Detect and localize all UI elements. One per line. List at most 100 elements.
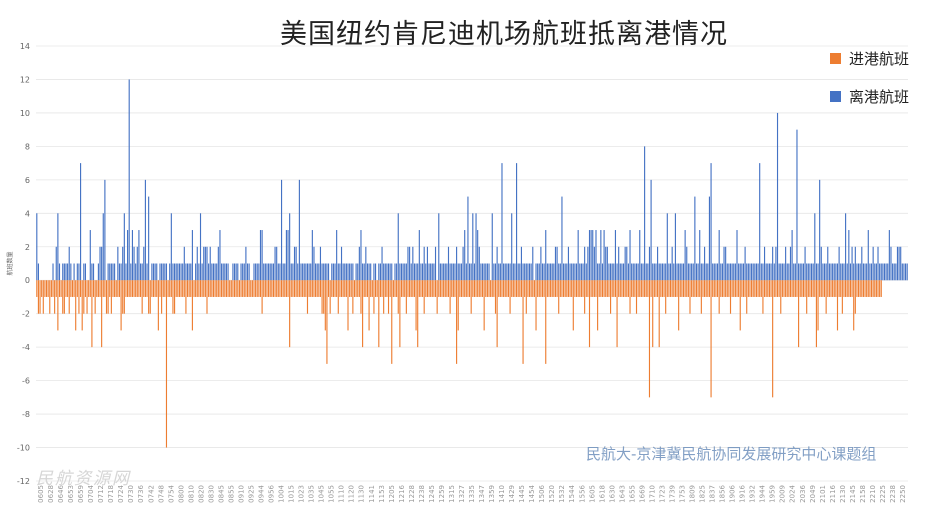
arrival-bar <box>349 280 351 297</box>
departure-bar <box>493 263 495 281</box>
departure-bar <box>285 230 287 281</box>
arrival-bar <box>386 280 388 297</box>
departure-bar <box>246 263 249 281</box>
departure-bar <box>362 263 364 281</box>
departure-bar <box>501 163 503 281</box>
arrival-bar <box>125 280 127 297</box>
departure-bar <box>840 263 842 281</box>
departure-bar <box>504 263 506 281</box>
arrival-bar <box>754 280 756 297</box>
x-tick-label: 1605 <box>588 485 596 503</box>
arrival-bar <box>742 280 745 297</box>
departure-bar <box>303 263 305 281</box>
departure-bar <box>439 263 441 281</box>
arrival-bar <box>122 280 124 314</box>
arrival-bar <box>282 280 284 297</box>
arrival-bar <box>342 280 344 297</box>
arrival-bar <box>478 280 480 297</box>
departure-bar <box>183 246 185 281</box>
arrival-bar <box>389 280 391 297</box>
chart-legend: 进港航班 离港航班 <box>830 48 909 124</box>
x-tick-label: 0910 <box>238 485 246 503</box>
arrival-bar <box>135 280 137 297</box>
departure-bar <box>804 246 806 281</box>
departure-bar <box>405 263 407 281</box>
arrival-bar <box>879 280 881 297</box>
arrival-bar <box>117 280 119 297</box>
arrival-bar <box>657 280 659 297</box>
departure-bar <box>861 246 863 281</box>
x-tick-label: 1216 <box>398 484 406 502</box>
arrival-bar <box>376 280 378 297</box>
arrival-bar <box>68 280 70 314</box>
arrival-bar <box>365 280 367 297</box>
departure-bar <box>279 263 281 281</box>
arrival-bar <box>422 280 424 297</box>
x-tick-label: 0855 <box>227 485 235 503</box>
departure-bar <box>678 263 680 281</box>
arrival-bar <box>410 280 412 297</box>
departure-bar <box>483 263 485 281</box>
arrival-bar <box>347 280 349 331</box>
arrival-bar <box>773 280 775 297</box>
departure-bar <box>191 230 193 281</box>
arrival-bar <box>271 280 273 297</box>
arrival-bar <box>473 280 475 297</box>
departure-bar <box>447 246 450 281</box>
departure-bar <box>801 263 803 281</box>
departure-bar <box>292 263 294 281</box>
arrival-bar <box>311 280 313 297</box>
arrival-bar <box>123 280 125 314</box>
departure-bar <box>143 246 145 281</box>
departure-bar <box>417 263 419 281</box>
y-tick-label: 8 <box>25 142 30 151</box>
arrival-bar <box>456 280 458 364</box>
arrival-bar <box>362 280 364 348</box>
arrival-bar <box>326 280 328 364</box>
arrival-bar <box>285 280 287 297</box>
arrival-bar <box>182 280 184 297</box>
arrival-bar <box>438 280 440 297</box>
arrival-bar <box>219 280 221 297</box>
departure-bar <box>827 246 829 281</box>
departure-bar <box>318 263 320 281</box>
arrival-bar <box>739 280 741 331</box>
departure-bar <box>858 263 860 281</box>
arrival-bar <box>152 280 155 297</box>
arrival-bar <box>684 280 686 297</box>
arrival-bar <box>533 280 535 297</box>
departure-bar <box>195 263 197 281</box>
arrival-bar <box>694 280 696 297</box>
departure-bar <box>355 263 357 281</box>
arrival-bar <box>689 280 691 314</box>
departure-bar <box>486 263 488 281</box>
arrival-bar <box>418 280 420 297</box>
arrival-bar <box>608 280 610 297</box>
arrival-bar <box>186 280 189 297</box>
x-tick-label: 1916 <box>739 484 747 502</box>
arrival-bar <box>827 280 829 297</box>
arrival-bar <box>588 280 591 348</box>
departure-bar <box>130 263 132 281</box>
departure-bar <box>465 263 467 281</box>
arrival-bar <box>237 280 239 297</box>
departure-bar <box>110 263 112 281</box>
departure-bar <box>828 263 830 281</box>
departure-bar <box>814 213 816 281</box>
departure-bar <box>240 263 242 281</box>
departure-bar <box>559 263 561 281</box>
departure-bar <box>511 213 513 281</box>
departure-bar <box>363 263 365 281</box>
x-tick-label: 0605 <box>37 485 45 503</box>
arrival-bar <box>457 280 459 331</box>
departure-bar <box>759 163 761 281</box>
departure-bar <box>57 213 59 281</box>
departure-bar <box>660 263 662 281</box>
departure-bar <box>729 263 732 281</box>
departure-bar <box>475 213 477 281</box>
arrival-bar <box>851 280 853 297</box>
x-tick-label: 2238 <box>889 485 897 503</box>
arrival-bar <box>545 280 547 364</box>
departure-bar <box>723 246 725 281</box>
arrival-bar <box>280 280 283 297</box>
